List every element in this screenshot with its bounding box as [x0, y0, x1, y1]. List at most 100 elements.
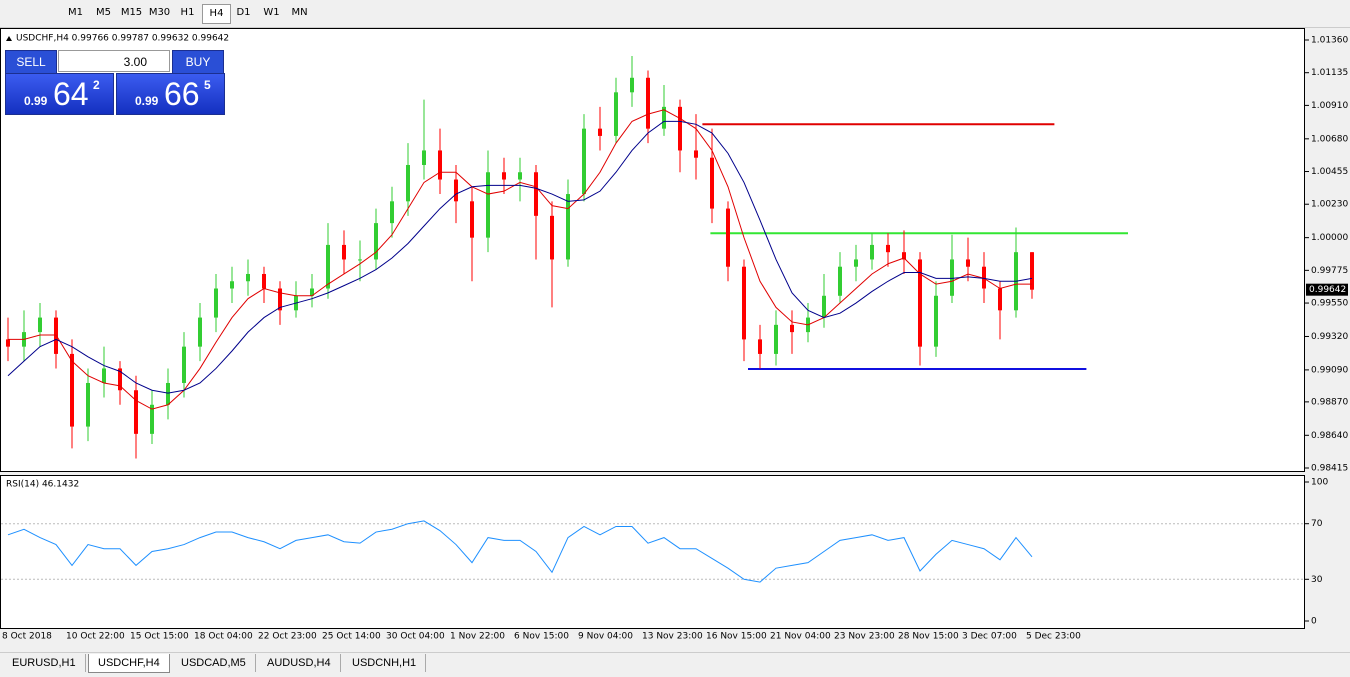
candle-body	[166, 382, 170, 405]
rsi-line	[7, 520, 1033, 583]
candle-body	[822, 295, 826, 318]
candle-body	[198, 317, 202, 347]
candle-body	[422, 150, 426, 165]
y-tick-label: 0	[1311, 617, 1317, 627]
bid-pips: 64	[53, 76, 89, 112]
x-tick-label: 30 Oct 04:00	[386, 632, 445, 642]
sell-button[interactable]: SELL	[5, 50, 57, 74]
chart: 1.01360 1.01135 1.00910 1.00680 1.00455 1.002…	[0, 28, 1348, 642]
candle-body	[470, 201, 474, 238]
candle-body	[854, 259, 858, 267]
y-tick-label: 1.00230	[1311, 200, 1348, 210]
candle-body	[630, 77, 634, 93]
y-tick-label: 100	[1311, 478, 1328, 488]
moving-average	[7, 120, 1033, 394]
candle-body	[38, 317, 42, 333]
x-tick-label: 28 Nov 15:00	[898, 632, 959, 642]
candle-body	[102, 368, 106, 383]
candle-body	[902, 252, 906, 260]
candle-body	[710, 157, 714, 209]
x-tick-label: 5 Dec 23:00	[1026, 632, 1081, 642]
y-tick-label: 1.00680	[1311, 134, 1348, 144]
x-tick-label: 13 Nov 23:00	[642, 632, 703, 642]
x-tick-label: 1 Nov 22:00	[450, 632, 505, 642]
y-tick-label: 1.00000	[1311, 233, 1348, 243]
candle-body	[150, 404, 154, 434]
candle-body	[374, 223, 378, 260]
volume-field[interactable]: 3.00	[58, 50, 170, 72]
y-tick-label: 0.98415	[1311, 464, 1348, 474]
rsi-panel	[0, 475, 1305, 629]
candle-body	[406, 164, 410, 202]
timeframe-button[interactable]: M5	[96, 7, 111, 18]
symbol-tab[interactable]: USDCHF,H4	[88, 654, 170, 673]
candle-body	[870, 244, 874, 260]
ask-point: 5	[204, 78, 211, 92]
x-tick-label: 8 Oct 2018	[2, 632, 52, 642]
y-tick-label: 1.00455	[1311, 167, 1348, 177]
y-tick-label: 0.99090	[1311, 365, 1348, 375]
candle-body	[934, 295, 938, 347]
candle-body	[790, 324, 794, 333]
rsi-header: RSI(14) 46.1432	[6, 480, 79, 490]
y-tick-label: 1.01135	[1311, 68, 1348, 78]
y-tick-label: 70	[1311, 519, 1323, 529]
candle-body	[134, 390, 138, 434]
ask-pips: 66	[164, 76, 200, 112]
timeframe-button[interactable]: H1	[180, 7, 195, 18]
timeframe-button[interactable]: W1	[263, 7, 280, 18]
x-tick-label: 23 Nov 23:00	[834, 632, 895, 642]
candle-body	[758, 339, 762, 354]
timeframe-button[interactable]: M30	[148, 7, 171, 18]
timeframe-button[interactable]: M1	[68, 7, 83, 18]
candle-body	[486, 172, 490, 238]
symbol-tab[interactable]: USDCNH,H1	[343, 654, 427, 672]
candle-body	[998, 288, 1002, 311]
ask-box[interactable]: 0.99 66 5	[116, 73, 225, 115]
timeframe-button[interactable]: H4	[202, 4, 231, 24]
bid-point: 2	[93, 78, 100, 92]
candle-body	[502, 172, 506, 180]
y-tick-label: 0.98870	[1311, 397, 1348, 407]
y-tick-label: 0.99775	[1311, 266, 1348, 276]
candle-body	[582, 128, 586, 195]
y-tick-label: 1.00910	[1311, 101, 1348, 111]
candle-body	[886, 244, 890, 253]
bid-box[interactable]: 0.99 64 2	[5, 73, 114, 115]
candle-body	[278, 288, 282, 311]
header-arrow	[6, 36, 12, 41]
timeframe-button[interactable]: M15	[120, 7, 143, 18]
candle-body	[566, 194, 570, 260]
candle-body	[694, 150, 698, 158]
candle-body	[518, 172, 522, 180]
candle-body	[774, 324, 778, 354]
buy-button[interactable]: BUY	[172, 50, 224, 74]
x-tick-label: 9 Nov 04:00	[578, 632, 633, 642]
candle-body	[326, 244, 330, 289]
candle-body	[246, 273, 250, 282]
candle-body	[262, 273, 266, 289]
candle-body	[310, 288, 314, 296]
candle-body	[358, 259, 362, 261]
timeframe-button[interactable]: MN	[291, 7, 308, 18]
candle-body	[70, 353, 74, 427]
x-tick-label: 25 Oct 14:00	[322, 632, 381, 642]
candle-body	[86, 382, 90, 427]
toolbar: M1 M5 M15 M30 H1 H4 D1 W1 MN	[0, 0, 1350, 28]
candle-body	[950, 259, 954, 296]
symbol-tab[interactable]: AUDUSD,H4	[258, 654, 341, 672]
x-tick-label: 10 Oct 22:00	[66, 632, 125, 642]
symbol-tab[interactable]: USDCAD,M5	[172, 654, 256, 672]
y-tick-label: 0.99550	[1311, 299, 1348, 309]
candle-body	[534, 172, 538, 216]
candle-body	[454, 179, 458, 202]
symbol-tab[interactable]: EURUSD,H1	[3, 654, 86, 672]
candle-body	[550, 215, 554, 260]
candle-body	[982, 266, 986, 289]
tab-bar: EURUSD,H1 USDCHF,H4 USDCAD,M5 AUDUSD,H4 USDC…	[0, 652, 1350, 677]
timeframe-button[interactable]: D1	[236, 7, 251, 18]
candle-body	[646, 77, 650, 129]
candle-body	[614, 92, 618, 136]
candle-body	[230, 281, 234, 289]
